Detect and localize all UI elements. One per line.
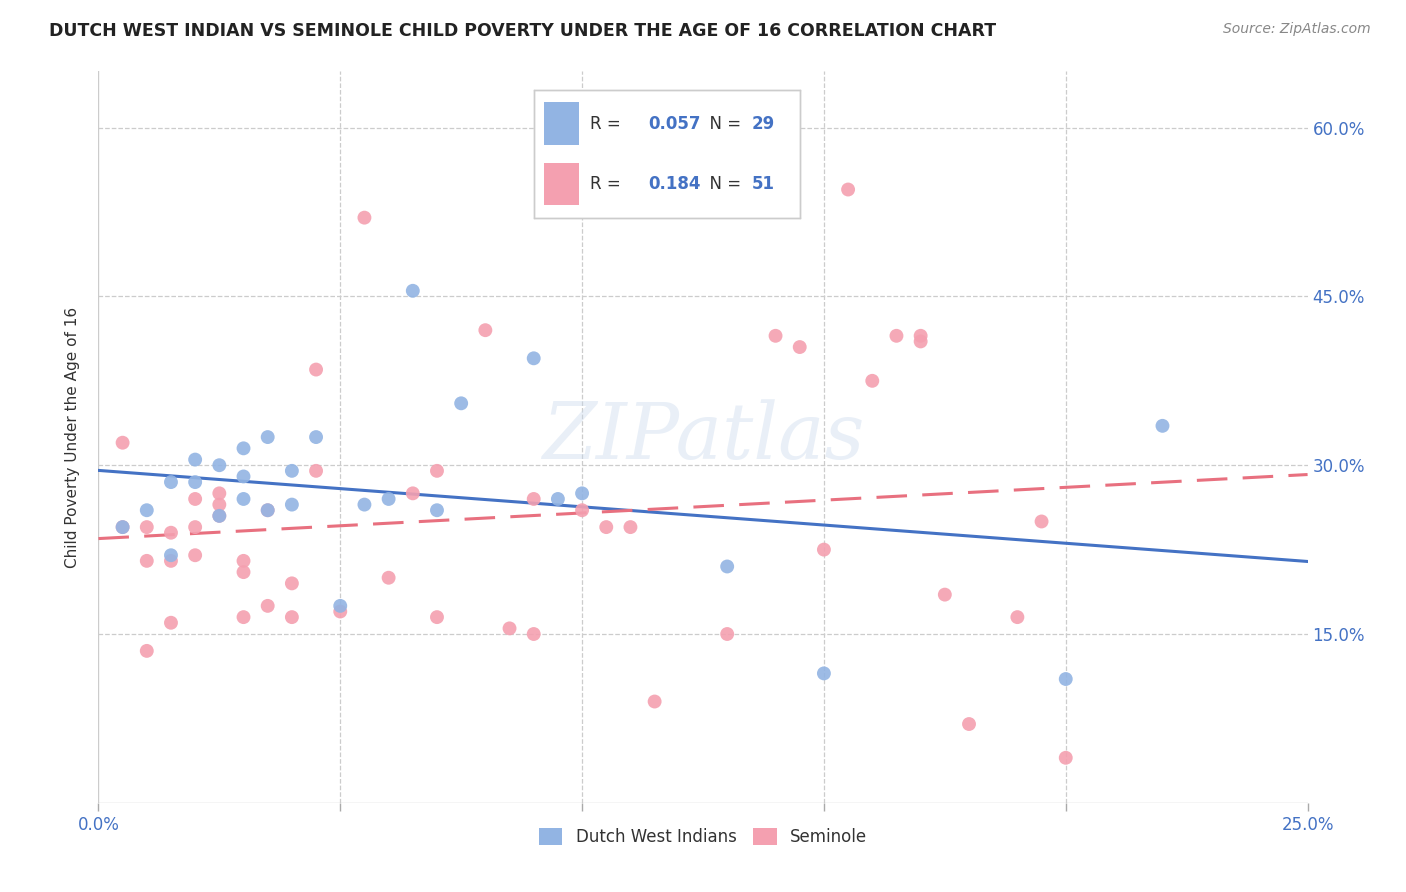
Point (256, 503, 278, 517)
Point (160, 525, 183, 540)
Point (281, 610, 304, 624)
Point (523, 351, 546, 366)
Point (910, 328, 932, 343)
Point (1152, 418, 1174, 433)
Point (789, 340, 811, 354)
Point (716, 627, 738, 641)
Point (547, 491, 569, 506)
Point (232, 491, 254, 506)
Point (208, 486, 231, 500)
Point (281, 464, 304, 478)
Point (232, 442, 254, 456)
Point (111, 520, 134, 534)
Point (1007, 610, 1029, 624)
Point (232, 610, 254, 624)
Point (135, 503, 157, 517)
Point (957, 717, 980, 731)
Point (377, 571, 399, 585)
Legend: Dutch West Indians, Seminole: Dutch West Indians, Seminole (538, 828, 868, 846)
Point (595, 520, 617, 534)
Point (256, 599, 278, 613)
Point (813, 542, 835, 557)
Point (208, 498, 231, 512)
Point (232, 554, 254, 568)
Point (232, 469, 254, 483)
Point (402, 486, 425, 500)
Point (160, 475, 183, 489)
Point (353, 211, 375, 225)
Point (111, 520, 134, 534)
Point (716, 559, 738, 574)
Point (135, 520, 157, 534)
Point (111, 435, 134, 450)
Point (910, 334, 932, 349)
Y-axis label: Child Poverty Under the Age of 16: Child Poverty Under the Age of 16 (65, 307, 80, 567)
Text: ZIPatlas: ZIPatlas (541, 399, 865, 475)
Point (256, 503, 278, 517)
Point (135, 644, 157, 658)
Point (571, 503, 593, 517)
Point (426, 610, 449, 624)
Point (377, 491, 399, 506)
Point (305, 362, 328, 376)
Point (1054, 672, 1077, 686)
Point (837, 182, 859, 196)
Point (813, 666, 835, 681)
Point (208, 508, 231, 523)
Point (644, 694, 666, 708)
Point (1031, 515, 1053, 529)
Point (571, 486, 593, 500)
Point (184, 520, 207, 534)
Point (160, 615, 183, 630)
Point (184, 475, 207, 489)
Point (281, 576, 304, 591)
Point (450, 396, 472, 410)
Point (1054, 751, 1077, 765)
Point (281, 498, 304, 512)
Point (208, 508, 231, 523)
Point (498, 621, 520, 635)
Point (402, 284, 425, 298)
Point (353, 498, 375, 512)
Point (619, 520, 641, 534)
Point (886, 328, 908, 343)
Point (860, 374, 883, 388)
Point (160, 548, 183, 562)
Point (135, 554, 157, 568)
Point (474, 323, 496, 337)
Point (523, 627, 546, 641)
Point (160, 554, 183, 568)
Text: DUTCH WEST INDIAN VS SEMINOLE CHILD POVERTY UNDER THE AGE OF 16 CORRELATION CHAR: DUTCH WEST INDIAN VS SEMINOLE CHILD POVE… (49, 22, 997, 40)
Point (256, 430, 278, 444)
Point (329, 605, 352, 619)
Point (305, 464, 328, 478)
Point (184, 491, 207, 506)
Point (329, 599, 352, 613)
Point (305, 430, 328, 444)
Point (426, 503, 449, 517)
Point (934, 588, 956, 602)
Point (232, 565, 254, 579)
Text: Source: ZipAtlas.com: Source: ZipAtlas.com (1223, 22, 1371, 37)
Point (184, 452, 207, 467)
Point (208, 458, 231, 473)
Point (523, 491, 546, 506)
Point (765, 328, 787, 343)
Point (184, 548, 207, 562)
Point (426, 464, 449, 478)
